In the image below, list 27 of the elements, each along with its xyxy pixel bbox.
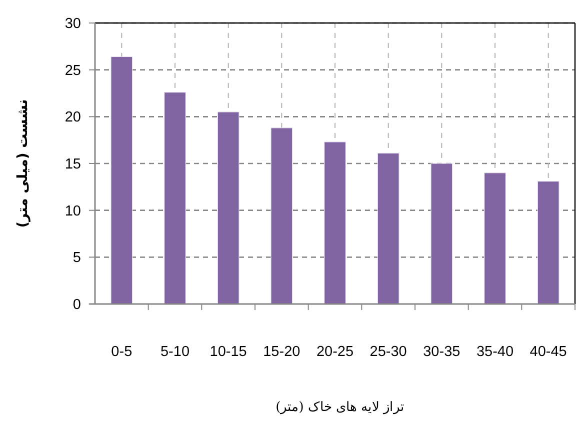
bar: [377, 152, 400, 304]
x-tick-label: 10-15: [210, 344, 247, 360]
bar: [110, 56, 133, 304]
bar: [164, 92, 186, 304]
y-tick-label: 20: [64, 110, 81, 126]
x-tick-label: 0-5: [111, 344, 132, 360]
y-tick-label: 0: [72, 297, 81, 313]
x-tick-label: 25-30: [370, 344, 407, 360]
y-tick-label: 5: [72, 250, 81, 266]
x-tick-label: 35-40: [476, 344, 514, 360]
y-tick-label: 10: [64, 203, 81, 220]
x-tick-label: 15-20: [263, 344, 300, 360]
bar: [324, 142, 346, 304]
x-tick-label: 20-25: [316, 344, 354, 360]
bar: [217, 112, 240, 304]
x-tick-label: 5-10: [160, 344, 190, 360]
bar: [270, 128, 293, 304]
y-tick-label: 15: [64, 156, 81, 172]
bar: [430, 163, 453, 304]
y-tick-label: 25: [64, 62, 81, 79]
x-axis-title: تراز لایه های خاک (متر): [276, 400, 404, 415]
x-tick-label: 40-45: [530, 344, 567, 360]
y-axis-title: نشست (میلی متر): [15, 99, 31, 228]
bar: [484, 172, 506, 304]
bar: [537, 180, 560, 304]
x-tick-label: 30-35: [423, 344, 460, 360]
y-tick-label: 30: [64, 16, 81, 32]
